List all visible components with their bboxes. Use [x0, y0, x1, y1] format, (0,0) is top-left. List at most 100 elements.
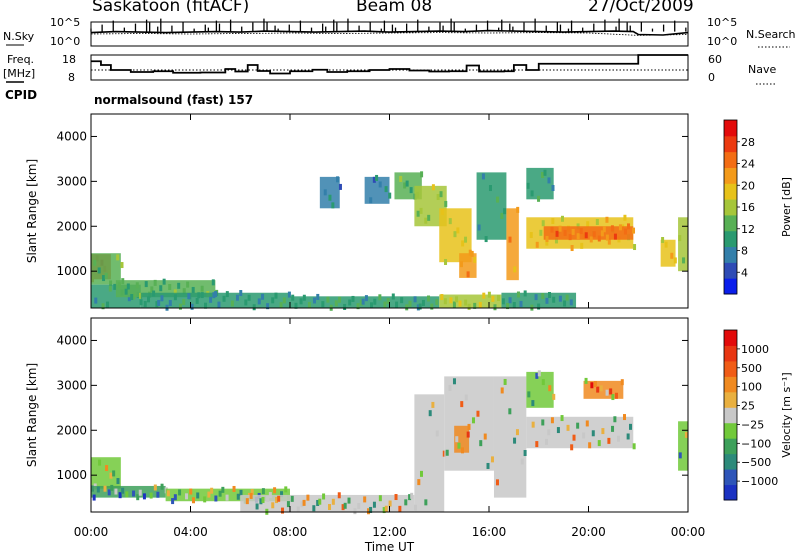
velocity-speckle	[632, 443, 636, 450]
velocity-speckle	[570, 444, 574, 451]
velocity-speckle	[337, 492, 341, 499]
velocity-speckle	[189, 488, 193, 495]
power-speckle	[121, 278, 125, 285]
power-speckle	[413, 296, 417, 303]
power-speckle	[592, 231, 596, 238]
power-colorbar-cell	[724, 246, 737, 263]
velocity-colorbar-cell	[724, 330, 737, 346]
velocity-speckle	[132, 490, 136, 497]
power-speckle	[551, 217, 555, 224]
power-speckle	[182, 298, 186, 305]
power-speckle	[312, 297, 316, 304]
velocity-speckle	[109, 472, 113, 479]
power-speckle	[452, 301, 456, 308]
power-speckle	[503, 208, 507, 215]
power-speckle	[508, 297, 512, 304]
velocity-region	[444, 376, 494, 471]
power-speckle	[584, 232, 588, 239]
velocity-speckle	[617, 435, 621, 442]
velocity-speckle	[331, 498, 335, 505]
power-speckle	[516, 291, 520, 298]
power-speckle	[551, 185, 555, 192]
power-speckle	[186, 281, 190, 288]
velocity-speckle	[483, 433, 487, 440]
velocity-speckle	[196, 492, 200, 499]
velocity-speckle	[232, 485, 236, 492]
velocity-speckle	[114, 488, 118, 495]
velocity-speckle	[136, 494, 140, 501]
velocity-speckle	[239, 489, 243, 496]
velocity-speckle	[312, 505, 316, 512]
power-speckle	[388, 192, 392, 199]
power-speckle	[586, 221, 590, 228]
power-speckle	[239, 290, 243, 297]
power-speckle	[516, 206, 520, 213]
power-panel: 1000 2000 3000 4000 Slant Range [km] 4 8 12 16 20…	[25, 113, 793, 311]
power-speckle	[466, 271, 470, 278]
velocity-speckle	[684, 431, 688, 438]
velocity-speckle	[214, 495, 218, 502]
power-speckle	[334, 300, 338, 307]
power-speckle	[291, 294, 295, 301]
power-speckle	[94, 297, 98, 304]
power-speckle	[558, 225, 562, 232]
power-speckle	[484, 236, 488, 243]
velocity-speckle	[245, 498, 249, 505]
power-speckle	[595, 219, 599, 226]
velocity-speckle	[191, 497, 195, 504]
power-speckle	[316, 293, 320, 300]
velocity-speckle	[448, 384, 452, 391]
power-speckle	[173, 289, 177, 296]
power-speckle	[605, 216, 609, 223]
velocity-speckle	[424, 499, 428, 506]
power-speckle	[602, 226, 606, 233]
power-speckle	[266, 303, 270, 310]
velocity-speckle	[590, 382, 594, 389]
power-speckle	[351, 295, 355, 302]
velocity-speckle	[236, 493, 240, 500]
velocity-speckle	[388, 500, 392, 507]
velocity-speckle	[556, 427, 560, 434]
velocity-speckle	[547, 429, 551, 436]
velocity-speckle	[523, 450, 527, 457]
power-speckle	[338, 183, 342, 190]
velocity-speckle	[560, 415, 564, 422]
power-speckle	[261, 293, 265, 300]
power-speckle	[386, 297, 390, 304]
velocity-speckle	[372, 501, 376, 508]
power-speckle	[326, 296, 330, 303]
velocity-speckle	[531, 400, 535, 407]
velocity-speckle	[286, 501, 290, 508]
power-speckle	[448, 218, 452, 225]
velocity-colorbar-frame	[723, 329, 738, 501]
power-speckle	[135, 282, 139, 289]
velocity-speckle	[464, 394, 468, 401]
nsearch-top-tick: 10^5	[707, 16, 738, 29]
velocity-speckle	[508, 408, 512, 415]
velocity-speckle	[544, 438, 548, 445]
power-speckle	[678, 235, 682, 242]
power-speckle	[200, 292, 204, 299]
power-speckle	[279, 302, 283, 309]
power-speckle	[405, 180, 409, 187]
velocity-speckle	[378, 495, 382, 502]
power-speckle	[271, 297, 275, 304]
velocity-speckle	[250, 489, 254, 496]
power-colorbar-cell	[724, 151, 737, 168]
velocity-speckle	[597, 440, 601, 447]
velocity-speckle	[384, 505, 388, 512]
velocity-colorbar-label: −500	[741, 456, 771, 469]
velocity-speckle	[609, 388, 613, 395]
power-speckle	[513, 266, 517, 273]
velocity-speckle	[566, 424, 570, 431]
power-region	[506, 208, 519, 281]
beam-label: Beam 08	[356, 0, 433, 16]
velocity-speckle	[535, 441, 539, 448]
velocity-speckle	[118, 492, 122, 499]
velocity-colorbar-label: 100	[741, 381, 762, 394]
power-speckle	[364, 295, 368, 302]
power-speckle	[558, 295, 562, 302]
power-speckle	[343, 303, 347, 310]
velocity-speckle	[531, 421, 535, 428]
power-speckle	[589, 236, 593, 243]
